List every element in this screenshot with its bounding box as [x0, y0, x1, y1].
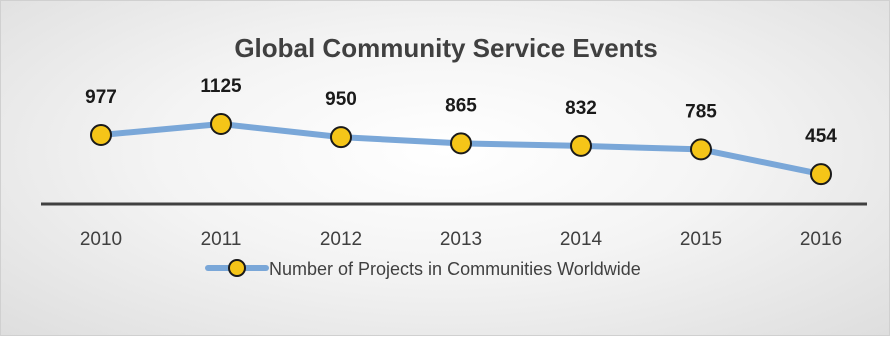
- data-point: [450, 132, 472, 155]
- data-point: [330, 126, 352, 149]
- x-tick-label: 2013: [440, 229, 482, 250]
- x-tick-label: 2016: [800, 229, 842, 250]
- data-label: 1125: [200, 76, 242, 97]
- series-layer: 977 1125 950 865 832 785 454: [85, 76, 837, 186]
- data-point: [210, 113, 232, 135]
- data-label: 865: [445, 95, 477, 116]
- data-point: [90, 124, 112, 146]
- legend: Number of Projects in Communities Worldw…: [205, 259, 641, 279]
- x-axis: 2010 2011 2012 2013 2014 2015 2016: [41, 202, 867, 250]
- chart-title: Global Community Service Events: [234, 33, 657, 63]
- data-label: 977: [85, 87, 117, 108]
- legend-marker-swatch: [228, 259, 246, 277]
- x-tick-label: 2015: [680, 229, 722, 250]
- legend-label: Number of Projects in Communities Worldw…: [269, 259, 641, 279]
- data-label: 785: [685, 101, 717, 122]
- x-tick-label: 2011: [201, 229, 242, 250]
- data-label: 950: [325, 89, 357, 110]
- data-point: [690, 138, 712, 161]
- x-tick-label: 2010: [80, 229, 122, 250]
- data-label: 832: [565, 98, 597, 119]
- data-label: 454: [805, 126, 837, 147]
- x-tick-label: 2014: [560, 229, 603, 250]
- data-point: [570, 134, 592, 157]
- x-tick-label: 2012: [320, 229, 362, 250]
- data-point: [810, 163, 832, 186]
